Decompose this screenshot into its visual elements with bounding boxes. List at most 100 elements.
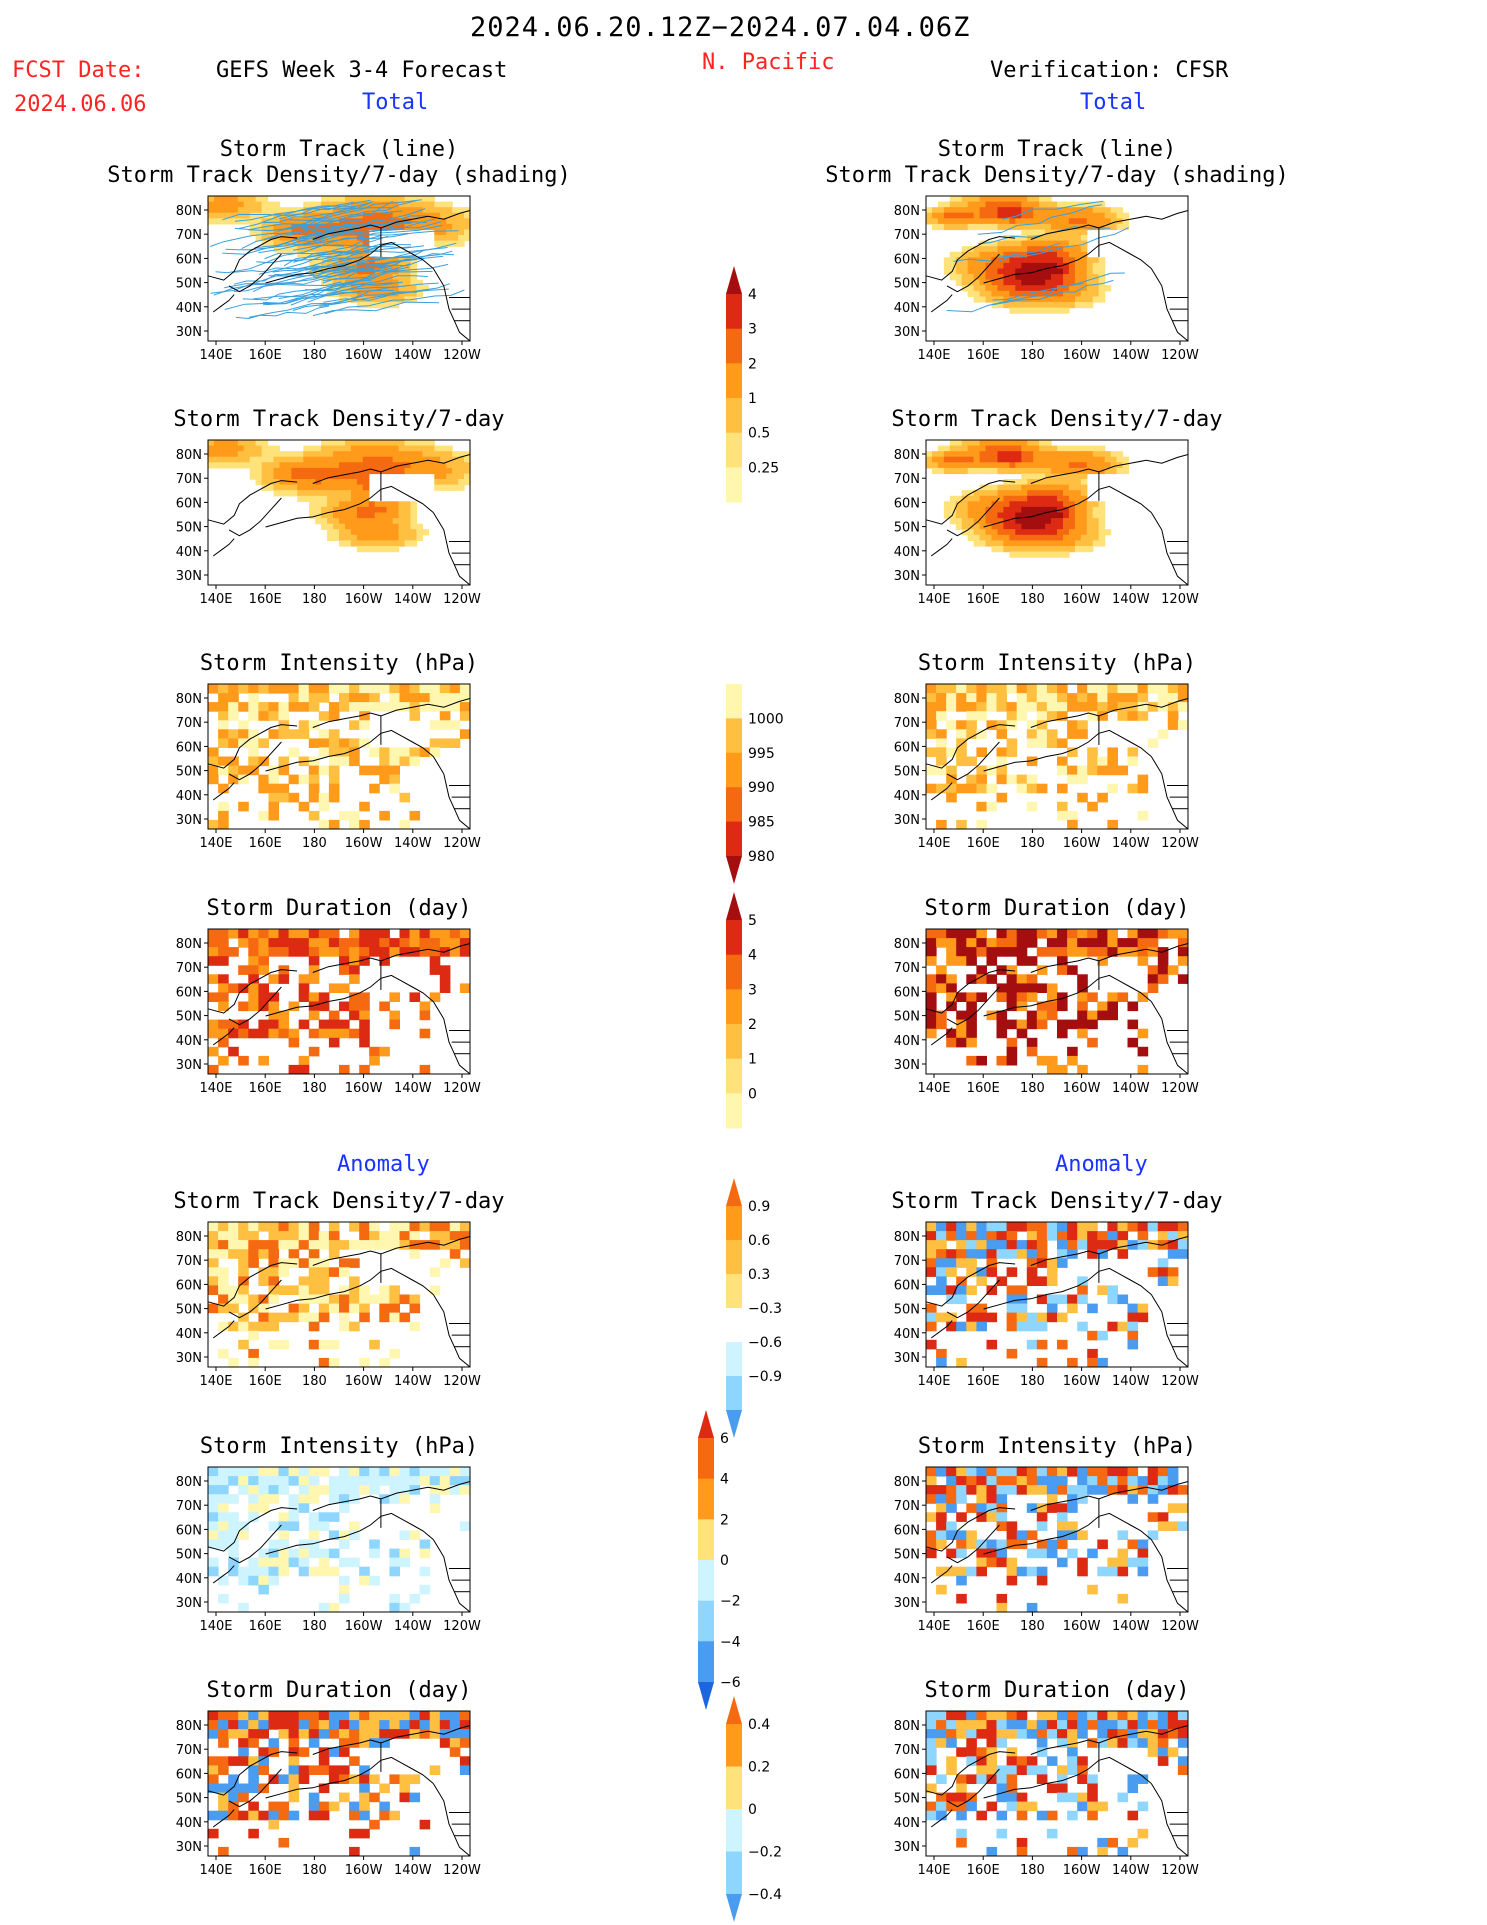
shade-cell xyxy=(1033,307,1040,314)
shade-cell xyxy=(1039,540,1046,547)
shade-cell xyxy=(1027,506,1034,514)
shade-cell xyxy=(991,218,999,225)
shade-cell xyxy=(1057,1294,1068,1305)
x-tick-label: 120W xyxy=(1161,1374,1199,1389)
shade-cell xyxy=(1021,534,1028,541)
shade-cell xyxy=(991,495,999,502)
shade-cell xyxy=(1009,196,1016,203)
y-tick-label: 60N xyxy=(176,1278,202,1293)
shade-cell xyxy=(228,1294,239,1305)
colorbar-segment xyxy=(726,1308,742,1343)
fcst-date-value: 2024.06.06 xyxy=(14,92,147,117)
shade-cell xyxy=(368,506,376,514)
shade-cell xyxy=(1057,201,1064,208)
shade-cell xyxy=(1092,285,1100,292)
shade-cell xyxy=(926,456,933,463)
shade-cell xyxy=(267,201,275,208)
shade-cell xyxy=(955,196,963,203)
shade-cell xyxy=(1026,956,1038,966)
shade-cell xyxy=(410,223,418,231)
shade-cell xyxy=(321,229,328,236)
shade-cell xyxy=(986,1846,998,1857)
shade-cell xyxy=(214,462,221,469)
shade-cell xyxy=(318,1467,330,1477)
shade-cell xyxy=(1077,1001,1088,1012)
shade-cell xyxy=(268,1485,280,1495)
shade-cell xyxy=(936,1521,947,1531)
shade-cell xyxy=(1015,207,1022,214)
shade-cell xyxy=(973,512,981,519)
shade-cell xyxy=(386,302,394,309)
coastline xyxy=(312,712,382,728)
shade-cell xyxy=(321,479,328,486)
shade-cell xyxy=(1006,1792,1018,1803)
shade-cell xyxy=(374,212,382,219)
colorbar-segment xyxy=(726,1093,742,1129)
shade-cell xyxy=(416,462,423,469)
shade-cell xyxy=(1045,506,1052,514)
shade-cell xyxy=(349,1285,360,1295)
shade-cell xyxy=(419,1548,431,1559)
shade-cell xyxy=(1127,1222,1139,1232)
shade-cell xyxy=(1104,212,1112,219)
shade-cell xyxy=(1104,456,1112,463)
shade-cell xyxy=(404,196,412,203)
shade-cell xyxy=(946,1285,957,1295)
shade-cell xyxy=(1177,929,1189,939)
shade-cell xyxy=(961,246,969,253)
shade-cell xyxy=(249,229,257,236)
colorbar-segment xyxy=(698,1519,714,1561)
shade-cell xyxy=(389,1019,400,1030)
shade-cell xyxy=(936,1467,947,1477)
shade-cell xyxy=(1097,1720,1108,1730)
shade-cell xyxy=(976,1240,987,1250)
shade-cell xyxy=(258,1548,269,1559)
shade-cell xyxy=(986,1267,998,1277)
shade-cell xyxy=(208,929,219,939)
shade-cell xyxy=(339,467,346,475)
shade-cell xyxy=(1015,451,1022,458)
shade-cell xyxy=(1006,983,1018,993)
shade-cell xyxy=(1027,302,1034,309)
shade-cell xyxy=(333,235,340,242)
shade-cell xyxy=(1021,506,1028,514)
shade-cell xyxy=(1026,1602,1038,1613)
shade-cell xyxy=(452,207,459,214)
shade-cell xyxy=(434,467,441,475)
shade-cell xyxy=(967,274,975,281)
coastline xyxy=(212,1809,235,1828)
shade-cell xyxy=(1026,974,1038,984)
y-tick-label: 50N xyxy=(176,277,202,292)
shade-cell xyxy=(339,1530,350,1540)
shade-cell xyxy=(1092,512,1100,519)
shade-cell xyxy=(362,534,370,541)
shade-cell xyxy=(1057,1512,1068,1522)
shade-cell xyxy=(1027,212,1034,219)
shade-cell xyxy=(419,1584,431,1595)
shade-cell xyxy=(368,212,376,219)
shade-cell xyxy=(356,257,364,264)
shade-cell xyxy=(228,1729,239,1739)
shade-cell xyxy=(973,296,981,303)
shade-cell xyxy=(1077,765,1088,776)
shade-cell xyxy=(1026,684,1038,694)
shade-cell xyxy=(1107,1837,1118,1848)
shade-cell xyxy=(268,1539,280,1550)
coastline xyxy=(946,986,1000,1026)
shade-cell xyxy=(997,212,1005,219)
coastline xyxy=(265,1774,361,1799)
shade-cell xyxy=(208,747,219,757)
shade-cell xyxy=(1039,445,1046,452)
shade-cell xyxy=(208,1774,219,1784)
shade-cell xyxy=(308,1276,320,1286)
shade-cell xyxy=(1092,534,1100,541)
shade-cell xyxy=(1033,257,1040,264)
shade-cell xyxy=(936,983,947,993)
shade-cell xyxy=(416,223,423,231)
shade-cell xyxy=(991,223,999,231)
shade-cell xyxy=(1092,462,1100,469)
shade-cell xyxy=(1167,1747,1179,1757)
shade-cell xyxy=(359,1801,370,1812)
shade-cell xyxy=(956,729,967,739)
shade-cell xyxy=(1026,992,1038,1002)
